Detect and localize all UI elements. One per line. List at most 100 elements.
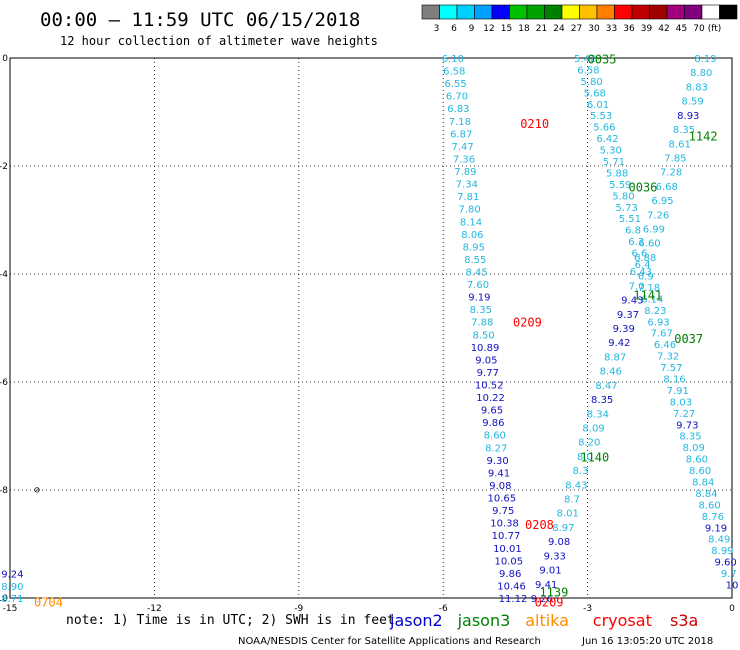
swh-value-label: 6.55	[444, 79, 466, 90]
swh-value-label: 6.8	[625, 226, 641, 237]
axis-ticks: -15 -12 -9 -6 -3 0 0 -2 -4 -6 -8 -10	[0, 54, 735, 614]
swh-value-label: 8.27	[485, 443, 507, 454]
color-scale-label: 36	[623, 24, 635, 34]
swh-value-label: 6.10	[442, 54, 464, 65]
swh-value-label: 8.35	[673, 125, 695, 136]
swh-value-label: 7.32	[657, 352, 679, 363]
swh-value-label: 10.52	[475, 381, 504, 392]
x-tick-label: 0	[729, 604, 735, 614]
swh-value-label: 8.46	[600, 367, 622, 378]
color-scale-swatch	[579, 4, 598, 20]
swh-value-label: 8.84	[695, 489, 717, 500]
swh-value-label: 7.18	[449, 117, 471, 128]
swh-value-label: 8.60	[686, 455, 708, 466]
pass-time-label: 1142	[689, 129, 718, 143]
swh-value-label: 10.22	[476, 393, 505, 404]
satellite-tracks: 6.106.586.556.706.837.186.877.477.367.89…	[1, 54, 738, 605]
swh-value-label: 8.09	[683, 443, 705, 454]
pass-time-label: 0210	[520, 117, 549, 131]
x-tick-label: -12	[147, 604, 162, 614]
footer-note: note: 1) Time is in UTC; 2) SWH is in fe…	[66, 613, 395, 628]
color-scale-swatch	[474, 4, 493, 20]
swh-value-label: 9.86	[499, 569, 521, 580]
grid-lines	[10, 58, 732, 598]
swh-value-label: 10.38	[490, 519, 519, 530]
swh-value-label: 8.61	[669, 139, 691, 150]
swh-value-label: 9.39	[613, 324, 635, 335]
pass-time-label: 0209	[535, 595, 564, 609]
swh-value-label: 9.24	[1, 570, 23, 581]
y-tick-label: -8	[0, 486, 8, 496]
x-tick-label: -9	[294, 604, 303, 614]
plot-border	[9, 57, 733, 599]
color-scale-label: 21	[536, 24, 547, 34]
color-scale-swatch	[701, 4, 720, 20]
swh-value-label: 6.88	[634, 253, 656, 264]
swh-value-label: 5.66	[593, 123, 615, 134]
color-scale-label: 33	[606, 24, 617, 34]
swh-value-label: 6.58	[577, 65, 599, 76]
swh-value-label: 7.60	[467, 280, 489, 291]
swh-value-label: 11.12	[499, 594, 528, 605]
swh-value-label: 8.45	[465, 267, 487, 278]
swh-value-label: 8.80	[690, 68, 712, 79]
swh-value-label: 8.7	[564, 495, 580, 506]
swh-value-label: 6.83	[447, 104, 469, 115]
swh-value-label: 7.89	[454, 167, 476, 178]
swh-value-label: 6.42	[596, 134, 618, 145]
swh-value-label: 6.60	[638, 239, 660, 250]
color-scale-label: 45	[676, 24, 687, 34]
color-scale-swatch	[526, 4, 545, 20]
swh-value-label: 9.08	[489, 481, 511, 492]
swh-value-label: 8.0	[577, 452, 593, 463]
swh-value-label: 8.35	[679, 432, 701, 443]
y-tick-label: -6	[0, 378, 8, 388]
swh-value-label: 8.93	[677, 111, 699, 122]
color-scale-swatch	[421, 4, 440, 20]
swh-value-label: 9.42	[608, 338, 630, 349]
swh-value-label: 8.83	[686, 82, 708, 93]
swh-value-label: 8.43	[565, 480, 587, 491]
swh-value-label: 9.86	[482, 418, 504, 429]
legend-item-altika: altika	[525, 611, 569, 630]
swh-value-label: 6.87	[450, 129, 472, 140]
swh-value-label: 7.57	[660, 363, 682, 374]
color-scale-label: 3	[434, 24, 440, 34]
color-scale-label: 39	[641, 24, 653, 34]
color-scale-label: 24	[553, 24, 565, 34]
swh-value-label: 8.01	[557, 509, 579, 520]
swh-value-label: 6.9	[638, 271, 654, 282]
swh-value-label: 9.19	[468, 293, 490, 304]
track-east: 8.198.808.838.598.938.358.617.857.286.68…	[531, 54, 717, 605]
color-scale-swatch	[666, 4, 685, 20]
swh-value-label: 6.58	[443, 67, 465, 78]
swh-value-label: 7.81	[457, 192, 479, 203]
swh-value-label: 5.71	[603, 157, 625, 168]
swh-value-label: 6.43	[630, 267, 652, 278]
swh-value-label: 6.01	[587, 100, 609, 111]
y-tick-label: 0	[2, 54, 8, 64]
swh-value-label: 8.35	[591, 395, 613, 406]
color-scale-swatch	[561, 4, 580, 20]
track-center: 5.426.585.805.686.015.535.666.425.305.71…	[574, 54, 738, 592]
swh-value-label: 9.05	[475, 355, 497, 366]
swh-value-label: 7.67	[651, 329, 673, 340]
swh-value-label: 8.76	[702, 512, 724, 523]
swh-value-label: 8.03	[670, 397, 692, 408]
color-scale-swatch	[684, 4, 703, 20]
pass-time-label: 0209	[513, 316, 542, 330]
swh-value-label: 10.46	[497, 581, 526, 592]
swh-value-label: 9.43	[621, 296, 643, 307]
x-tick-label: -6	[439, 604, 448, 614]
legend-item-s3a: s3a	[670, 611, 698, 630]
color-scale-bar: 3 6 9 12 15 18 21 24 27 30 33 36 39 42 45 70 (ft)	[421, 4, 738, 34]
swh-value-label: 8.71	[1, 594, 23, 605]
swh-value-label: 5.73	[616, 203, 638, 214]
swh-value-label: 8.87	[604, 352, 626, 363]
swh-value-label: 7.18	[638, 283, 660, 294]
swh-value-label: 7.0	[629, 281, 645, 292]
swh-value-label: 8.55	[464, 255, 486, 266]
swh-value-label: 8.20	[578, 438, 600, 449]
pass-time-label: 0035	[588, 53, 617, 67]
swh-value-label: 6.93	[647, 317, 669, 328]
